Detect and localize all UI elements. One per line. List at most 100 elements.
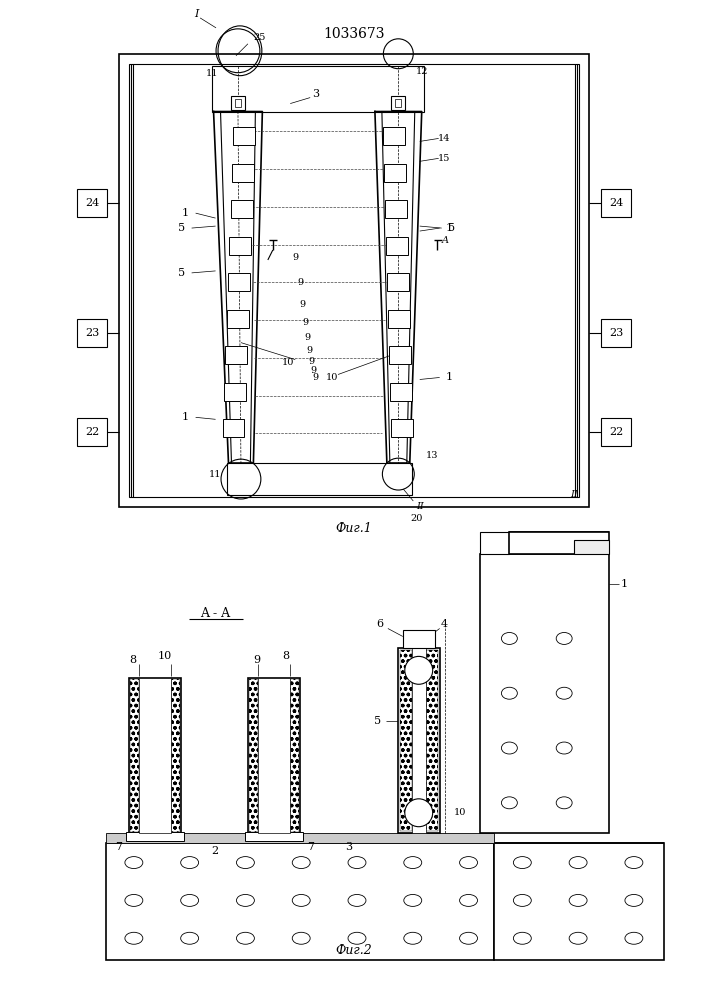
Bar bbox=[248, 678, 300, 833]
Bar bbox=[411, 648, 426, 833]
Text: 14: 14 bbox=[438, 134, 450, 143]
Bar bbox=[231, 96, 245, 110]
Bar bbox=[228, 273, 250, 291]
Text: 13: 13 bbox=[426, 451, 438, 460]
Bar bbox=[385, 200, 407, 218]
Bar bbox=[479, 554, 609, 833]
Text: 6: 6 bbox=[376, 619, 383, 629]
Bar bbox=[291, 679, 299, 832]
Text: 25: 25 bbox=[254, 33, 266, 42]
Bar bbox=[226, 463, 411, 495]
Text: 7: 7 bbox=[115, 842, 122, 852]
Circle shape bbox=[405, 656, 433, 684]
Text: 9: 9 bbox=[299, 300, 305, 309]
Text: 24: 24 bbox=[609, 198, 623, 208]
Text: 8: 8 bbox=[129, 655, 136, 665]
Text: 9: 9 bbox=[292, 253, 298, 262]
Text: 4: 4 bbox=[441, 619, 448, 629]
Bar bbox=[601, 418, 631, 446]
Text: 10: 10 bbox=[282, 358, 294, 367]
Text: 9: 9 bbox=[297, 278, 303, 287]
Bar bbox=[235, 99, 241, 107]
Bar bbox=[387, 273, 409, 291]
Bar bbox=[223, 419, 245, 437]
Text: 10: 10 bbox=[453, 808, 466, 817]
Text: 1: 1 bbox=[446, 223, 453, 233]
Bar bbox=[383, 127, 405, 145]
Text: 22: 22 bbox=[609, 427, 623, 437]
Text: 23: 23 bbox=[85, 328, 99, 338]
Text: II: II bbox=[571, 490, 578, 499]
Bar bbox=[479, 554, 609, 833]
Bar bbox=[601, 319, 631, 347]
Circle shape bbox=[405, 799, 433, 827]
Bar bbox=[106, 843, 494, 960]
Bar bbox=[170, 679, 180, 832]
Text: 8: 8 bbox=[283, 651, 290, 661]
Bar bbox=[388, 310, 410, 328]
Text: 2: 2 bbox=[211, 846, 218, 856]
Bar bbox=[233, 127, 255, 145]
Bar bbox=[574, 540, 609, 554]
Bar bbox=[226, 346, 247, 364]
Text: 1: 1 bbox=[446, 372, 453, 382]
Bar bbox=[386, 237, 408, 255]
Bar bbox=[403, 630, 435, 648]
Bar bbox=[106, 833, 494, 843]
Text: Фиг.2: Фиг.2 bbox=[336, 944, 373, 957]
Bar bbox=[232, 164, 254, 182]
Text: 9: 9 bbox=[308, 357, 314, 366]
Text: 24: 24 bbox=[85, 198, 99, 208]
Bar bbox=[395, 99, 402, 107]
Bar bbox=[258, 678, 291, 833]
Text: 23: 23 bbox=[609, 328, 623, 338]
Text: 11: 11 bbox=[209, 470, 221, 479]
Text: 1033673: 1033673 bbox=[323, 27, 385, 41]
Bar bbox=[509, 532, 609, 554]
Bar bbox=[398, 648, 440, 833]
Bar bbox=[139, 678, 170, 833]
Bar bbox=[389, 346, 411, 364]
Text: 5: 5 bbox=[178, 223, 185, 233]
Text: 3: 3 bbox=[346, 842, 353, 852]
Bar bbox=[230, 200, 252, 218]
Text: 9: 9 bbox=[310, 366, 316, 375]
Bar bbox=[129, 678, 181, 833]
Text: 15: 15 bbox=[438, 154, 450, 163]
Text: 5: 5 bbox=[448, 223, 455, 233]
Text: 9: 9 bbox=[304, 333, 310, 342]
Text: 10: 10 bbox=[326, 373, 338, 382]
Bar bbox=[390, 383, 411, 401]
Bar bbox=[245, 832, 303, 841]
Text: 10: 10 bbox=[158, 651, 172, 661]
Bar bbox=[400, 650, 411, 831]
Bar bbox=[494, 843, 664, 960]
Text: 12: 12 bbox=[416, 67, 428, 76]
Bar bbox=[384, 164, 406, 182]
Bar bbox=[229, 237, 251, 255]
Text: 1: 1 bbox=[182, 208, 189, 218]
Bar bbox=[250, 679, 258, 832]
Bar bbox=[494, 843, 664, 960]
Bar bbox=[77, 189, 107, 217]
Text: A: A bbox=[442, 236, 449, 245]
Bar bbox=[126, 832, 184, 841]
Bar bbox=[106, 843, 494, 960]
Text: Фиг.1: Фиг.1 bbox=[336, 522, 373, 535]
Text: 9: 9 bbox=[253, 655, 260, 665]
Text: 5: 5 bbox=[374, 716, 382, 726]
Bar bbox=[119, 54, 589, 507]
Text: 1: 1 bbox=[620, 579, 628, 589]
Text: 11: 11 bbox=[206, 69, 218, 78]
Bar bbox=[601, 189, 631, 217]
Bar bbox=[77, 418, 107, 446]
Text: II: II bbox=[416, 502, 424, 511]
Bar bbox=[392, 96, 405, 110]
Bar bbox=[77, 319, 107, 347]
Text: I: I bbox=[194, 9, 198, 19]
Bar bbox=[224, 383, 246, 401]
Text: 22: 22 bbox=[85, 427, 99, 437]
Bar bbox=[426, 650, 438, 831]
Text: 9: 9 bbox=[312, 373, 318, 382]
Bar bbox=[129, 64, 579, 497]
